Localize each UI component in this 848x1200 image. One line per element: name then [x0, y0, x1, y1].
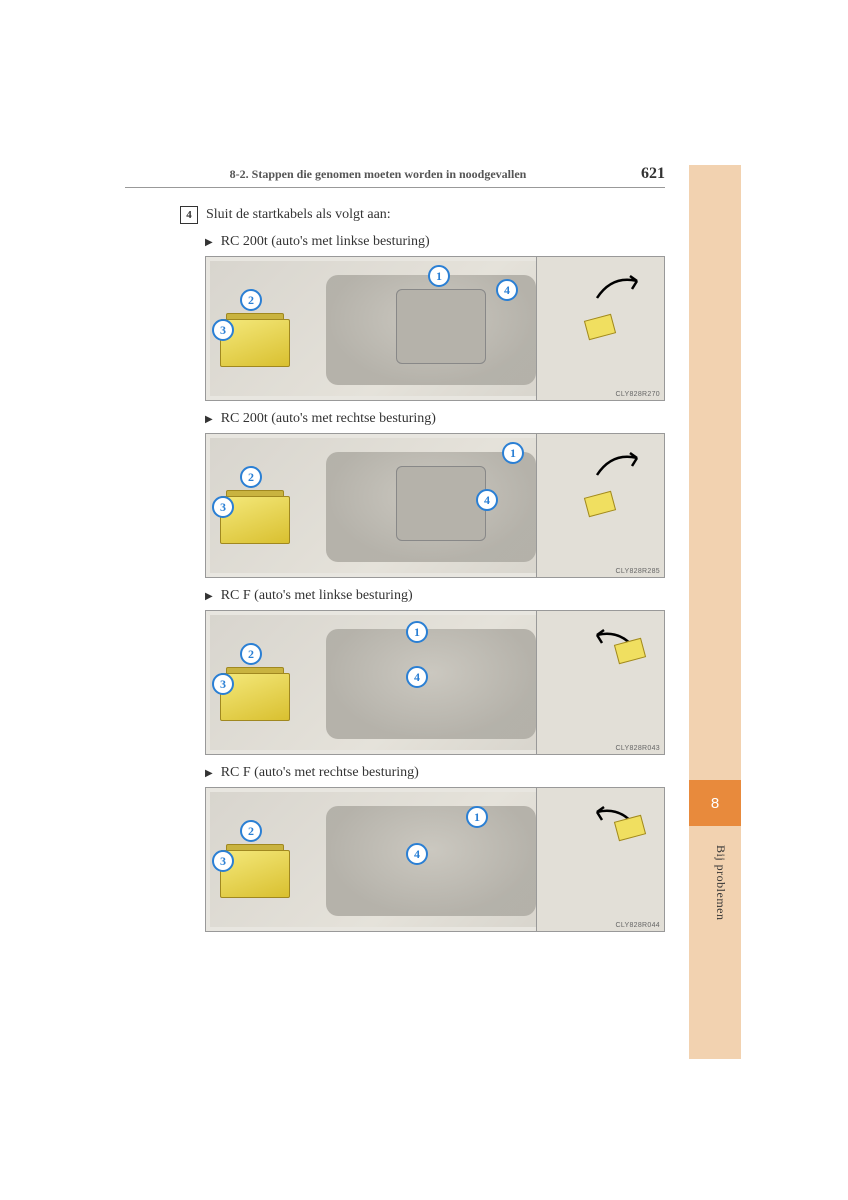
step-number-box: 4: [180, 206, 198, 224]
callout-1: 1: [466, 806, 488, 828]
engine-cover-illustration: [396, 466, 486, 541]
callout-2: 2: [240, 820, 262, 842]
callout-3: 3: [212, 319, 234, 341]
image-code: CLY828R043: [615, 745, 660, 752]
step-text: Sluit de startkabels als volgt aan:: [206, 207, 391, 223]
page-header: 8-2. Stappen die genomen moeten worden i…: [125, 165, 665, 188]
callout-4: 4: [496, 279, 518, 301]
variant-label: RC 200t (auto's met rechtse besturing): [221, 411, 436, 427]
callout-4: 4: [406, 666, 428, 688]
chapter-tab-strip: [689, 165, 741, 1059]
jumper-cable-diagram: 3 2 1 4 CLY828R285: [205, 433, 665, 578]
diagram-inset: [536, 788, 664, 931]
diagram-inset: [536, 611, 664, 754]
callout-1: 1: [406, 621, 428, 643]
engine-bay-illustration: [326, 806, 536, 916]
callout-3: 3: [212, 850, 234, 872]
callout-3: 3: [212, 673, 234, 695]
step-instruction: 4 Sluit de startkabels als volgt aan:: [180, 206, 665, 224]
callout-3: 3: [212, 496, 234, 518]
inset-highlight: [584, 491, 616, 518]
variant-label: RC F (auto's met rechtse besturing): [221, 765, 419, 781]
bullet-icon: ▶: [205, 768, 213, 779]
engine-cover-illustration: [396, 289, 486, 364]
chapter-tab-active: 8: [689, 780, 741, 826]
image-code: CLY828R044: [615, 922, 660, 929]
bullet-icon: ▶: [205, 237, 213, 248]
diagram-inset: [536, 257, 664, 400]
variant-label: RC 200t (auto's met linkse besturing): [221, 234, 430, 250]
variant-heading: ▶ RC F (auto's met linkse besturing): [205, 588, 665, 604]
callout-2: 2: [240, 466, 262, 488]
section-header: 8-2. Stappen die genomen moeten worden i…: [125, 167, 631, 182]
jumper-cable-diagram: 3 2 1 4 CLY828R270: [205, 256, 665, 401]
engine-bay-illustration: [326, 629, 536, 739]
callout-4: 4: [476, 489, 498, 511]
image-code: CLY828R270: [615, 391, 660, 398]
chapter-label: Bij problemen: [713, 845, 728, 921]
callout-1: 1: [428, 265, 450, 287]
page-number: 621: [641, 165, 665, 183]
variant-heading: ▶ RC 200t (auto's met linkse besturing): [205, 234, 665, 250]
page-body: 8-2. Stappen die genomen moeten worden i…: [125, 165, 665, 942]
variant-heading: ▶ RC F (auto's met rechtse besturing): [205, 765, 665, 781]
bullet-icon: ▶: [205, 414, 213, 425]
callout-2: 2: [240, 289, 262, 311]
callout-4: 4: [406, 843, 428, 865]
jumper-cable-diagram: 3 2 1 4 CLY828R044: [205, 787, 665, 932]
variant-heading: ▶ RC 200t (auto's met rechtse besturing): [205, 411, 665, 427]
image-code: CLY828R285: [615, 568, 660, 575]
callout-2: 2: [240, 643, 262, 665]
bullet-icon: ▶: [205, 591, 213, 602]
variant-label: RC F (auto's met linkse besturing): [221, 588, 413, 604]
callout-1: 1: [502, 442, 524, 464]
chapter-number: 8: [711, 795, 719, 812]
inset-highlight: [584, 314, 616, 341]
jumper-cable-diagram: 3 2 1 4 CLY828R043: [205, 610, 665, 755]
diagram-inset: [536, 434, 664, 577]
inset-arrow-icon: [592, 450, 642, 480]
inset-arrow-icon: [592, 273, 642, 303]
